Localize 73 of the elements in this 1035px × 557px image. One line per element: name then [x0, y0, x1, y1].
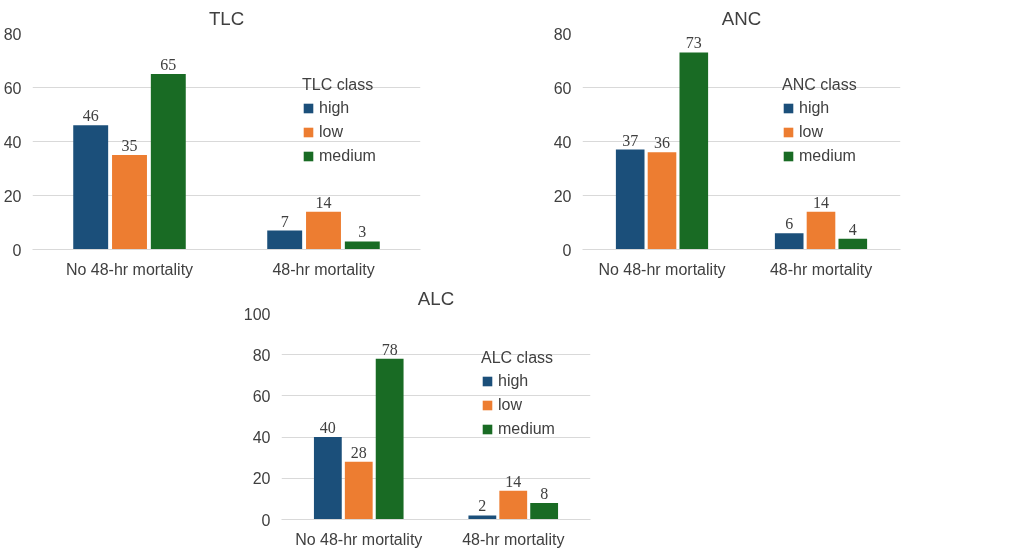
legend-title: ALC class — [481, 349, 555, 367]
data-label: 14 — [505, 472, 522, 490]
bar — [313, 437, 342, 520]
y-tick-label: 80 — [553, 25, 572, 43]
y-tick-label: 40 — [553, 133, 572, 151]
bar — [468, 515, 497, 520]
y-tick-label: 60 — [553, 79, 572, 97]
y-tick-label: 100 — [243, 305, 271, 323]
y-tick-label: 40 — [3, 133, 22, 151]
legend-title: ANC class — [782, 76, 857, 94]
chart-title: TLC — [208, 7, 245, 29]
data-label: 3 — [358, 223, 367, 241]
data-label: 7 — [280, 212, 289, 230]
bar — [306, 211, 341, 250]
data-label: 6 — [785, 215, 794, 233]
data-label: 40 — [319, 419, 336, 437]
y-tick-label: 40 — [252, 429, 271, 447]
data-label: 4 — [848, 220, 857, 238]
x-tick-label: 48-hr mortality — [272, 260, 375, 278]
bar — [267, 230, 303, 250]
y-tick-label: 20 — [3, 187, 22, 205]
bar — [344, 241, 380, 250]
legend-label: high — [799, 99, 830, 117]
bar — [806, 211, 836, 250]
data-label: 8 — [540, 485, 549, 503]
bar — [375, 358, 404, 520]
data-label: 73 — [685, 34, 702, 52]
bar — [150, 74, 186, 250]
data-label: 65 — [160, 56, 177, 73]
y-tick-label: 20 — [252, 470, 271, 488]
x-tick-label: No 48-hr mortality — [295, 530, 423, 548]
legend-label: low — [799, 123, 824, 141]
legend-label: medium — [799, 147, 856, 165]
x-tick-label: 48-hr mortality — [462, 530, 565, 548]
legend-label: low — [319, 123, 344, 141]
bar — [112, 155, 147, 250]
chart-title: ALC — [417, 287, 455, 309]
x-tick-label: 48-hr mortality — [769, 260, 873, 278]
legend-label: medium — [498, 420, 555, 438]
data-label: 78 — [381, 340, 398, 358]
y-tick-label: 20 — [553, 187, 572, 205]
x-tick-label: No 48-hr mortality — [65, 260, 194, 278]
legend-label: high — [498, 372, 529, 390]
data-label: 14 — [813, 193, 829, 211]
legend-label: high — [319, 99, 350, 117]
bar — [679, 52, 709, 250]
bar — [344, 461, 373, 520]
legend-title: TLC class — [302, 76, 375, 94]
y-tick-label: 60 — [252, 387, 271, 405]
bar — [647, 152, 677, 250]
data-label: 46 — [82, 107, 99, 125]
y-tick-label: 0 — [562, 241, 572, 259]
data-label: 37 — [622, 131, 639, 149]
legend-label: medium — [319, 147, 376, 165]
y-tick-label: 80 — [252, 346, 271, 364]
legend-label: low — [498, 396, 523, 414]
bar — [615, 149, 645, 250]
bar — [530, 503, 559, 520]
bar — [499, 490, 528, 520]
x-tick-label: No 48-hr mortality — [598, 260, 726, 278]
data-label: 28 — [350, 443, 367, 461]
bar — [73, 125, 109, 250]
bar — [838, 238, 868, 250]
y-tick-label: 0 — [12, 241, 22, 259]
data-label: 14 — [315, 193, 332, 211]
data-label: 35 — [121, 137, 138, 154]
bar — [774, 233, 804, 250]
y-tick-label: 80 — [3, 25, 22, 43]
y-tick-label: 0 — [261, 511, 271, 529]
data-label: 2 — [478, 497, 487, 515]
chart-title: ANC — [721, 7, 762, 29]
y-tick-label: 60 — [3, 79, 22, 97]
data-label: 36 — [654, 134, 670, 152]
